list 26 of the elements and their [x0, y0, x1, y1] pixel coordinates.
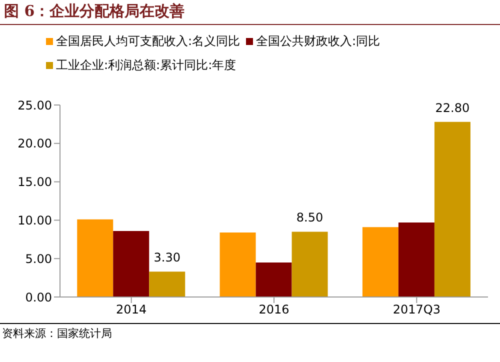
bar	[434, 122, 470, 297]
bar	[256, 262, 292, 297]
x-tick-label: 2017Q3	[392, 302, 440, 317]
data-label: 3.30	[154, 250, 180, 265]
legend-label: 工业企业:利润总额:累计同比:年度	[55, 57, 236, 74]
data-label: 8.50	[296, 210, 324, 225]
bar	[113, 230, 150, 297]
y-tick-label: 5.00	[25, 252, 52, 266]
x-tick-label: 2014	[116, 302, 147, 317]
bar	[292, 232, 328, 297]
y-tick-label: 25.00	[18, 98, 52, 112]
chart-title: 图 6：企业分配格局在改善	[0, 0, 500, 25]
legend-label: 全国居民人均可支配收入:名义同比	[55, 33, 240, 50]
y-tick-label: 0.00	[25, 290, 52, 304]
bar	[398, 222, 434, 297]
y-tick-label: 10.00	[18, 213, 52, 228]
bar	[149, 272, 186, 297]
y-tick-label: 20.00	[18, 136, 52, 151]
x-tick-label: 2016	[258, 302, 290, 317]
text: 资料来源：国家统计局	[2, 326, 498, 341]
bar	[220, 232, 256, 297]
data-label: 22.80	[435, 100, 470, 115]
legend-label: 全国公共财政收入:同比	[255, 33, 380, 50]
bar	[362, 227, 398, 297]
y-tick-label: 15.00	[18, 175, 52, 190]
bar	[77, 219, 114, 297]
